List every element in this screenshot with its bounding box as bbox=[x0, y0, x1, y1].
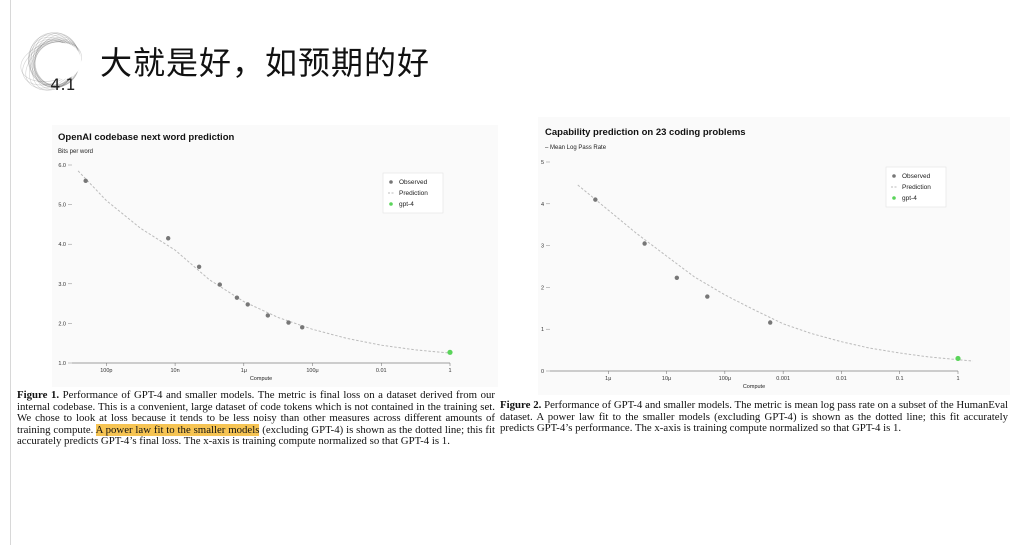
swirl-ornament-icon bbox=[20, 32, 82, 91]
section-badge: 4.1 bbox=[18, 24, 88, 96]
x-tick-label: 0.001 bbox=[776, 376, 790, 382]
legend-gpt4-marker bbox=[892, 196, 896, 200]
chart-2-plot: 0 1 2 3 4 5 1μ 10μ 100μ 0.001 0.01 0.1 1 Compute Obser… bbox=[541, 160, 973, 390]
y-tick-label: 0 bbox=[541, 369, 544, 375]
prediction-line bbox=[77, 170, 451, 354]
observed-point bbox=[768, 320, 773, 325]
y-tick-label: 4 bbox=[541, 202, 544, 208]
legend-gpt4-label: gpt-4 bbox=[902, 195, 917, 202]
x-tick-label: 1μ bbox=[605, 376, 611, 382]
y-tick-label: 5.0 bbox=[58, 203, 66, 209]
figure-2-label: Figure 2. bbox=[500, 399, 542, 411]
chart-1-panel bbox=[52, 125, 498, 387]
figure-1-label: Figure 1. bbox=[17, 389, 60, 401]
observed-point bbox=[286, 320, 291, 325]
y-tick-label: 1 bbox=[541, 327, 544, 333]
y-tick-label: 1.0 bbox=[58, 361, 66, 367]
y-tick-label: 6.0 bbox=[58, 163, 66, 169]
figure-1-caption: Figure 1. Performance of GPT-4 and small… bbox=[17, 389, 496, 448]
x-tick-label: 100μ bbox=[719, 376, 731, 382]
section-number: 4.1 bbox=[50, 75, 76, 94]
figure-2-caption: Figure 2. Performance of GPT-4 and small… bbox=[500, 399, 1009, 435]
legend-prediction-label: Prediction bbox=[399, 190, 428, 197]
x-tick-label: 1 bbox=[956, 376, 959, 382]
observed-point bbox=[217, 282, 222, 287]
chart-1-plot: 1.0 2.0 3.0 4.0 5.0 6.0 100p 10n 1μ 100μ 0.01 1 Comp… bbox=[58, 163, 453, 382]
y-tick-label: 2 bbox=[541, 285, 544, 291]
figure-2-text: Performance of GPT-4 and smaller models.… bbox=[500, 399, 1009, 435]
x-tick-label: 100p bbox=[100, 368, 112, 374]
legend-observed-label: Observed bbox=[399, 179, 428, 186]
swirl-line bbox=[22, 41, 81, 86]
gpt4-point bbox=[955, 355, 961, 362]
chart-2-panel bbox=[538, 117, 1010, 395]
chart-2-title: Capability prediction on 23 coding probl… bbox=[545, 127, 746, 138]
figure-1-highlight: A power law fit to the smaller models bbox=[95, 423, 260, 436]
x-tick-label: 1μ bbox=[241, 368, 247, 374]
y-tick-label: 2.0 bbox=[58, 321, 66, 327]
swirl-line bbox=[25, 40, 80, 89]
x-tick-label: 1 bbox=[448, 368, 451, 374]
figure-1-text-b: (excluding GPT-4) is shown as the dotted… bbox=[17, 423, 495, 448]
prediction-line bbox=[577, 184, 973, 362]
y-tick-label: 5 bbox=[541, 160, 544, 166]
chart-2-ylabel: – Mean Log Pass Rate bbox=[545, 145, 607, 151]
observed-point bbox=[705, 294, 710, 299]
y-tick-label: 3 bbox=[541, 244, 544, 250]
chart-1-title: OpenAI codebase next word prediction bbox=[58, 132, 235, 143]
chart-1-ylabel: Bits per word bbox=[58, 149, 94, 155]
x-tick-label: 10μ bbox=[662, 376, 671, 382]
x-tick-label: 0.1 bbox=[896, 376, 904, 382]
observed-point bbox=[165, 236, 171, 241]
x-tick-label: 0.01 bbox=[376, 368, 387, 374]
y-tick-label: 3.0 bbox=[58, 282, 66, 288]
observed-point bbox=[593, 197, 598, 202]
legend-observed-marker bbox=[389, 180, 393, 184]
y-tick-label: 4.0 bbox=[58, 242, 66, 248]
x-axis-label: Compute bbox=[743, 384, 765, 390]
observed-point bbox=[234, 295, 240, 300]
legend-observed-marker bbox=[892, 174, 896, 178]
swirl-line bbox=[20, 41, 82, 82]
legend-gpt4-marker bbox=[389, 202, 393, 206]
observed-point bbox=[245, 302, 250, 307]
observed-point bbox=[196, 264, 202, 269]
legend-gpt4-label: gpt-4 bbox=[399, 201, 414, 208]
x-tick-label: 10n bbox=[170, 368, 179, 374]
slide-title: 大就是好，如预期的好 bbox=[100, 44, 431, 82]
observed-point bbox=[300, 325, 305, 330]
observed-point bbox=[674, 275, 680, 280]
x-axis-label: Compute bbox=[250, 376, 272, 382]
observed-point bbox=[265, 313, 271, 318]
figure-1-text-a: Performance of GPT-4 and smaller models.… bbox=[17, 389, 496, 436]
observed-point bbox=[642, 241, 647, 246]
slide-frame bbox=[10, 0, 1029, 545]
x-tick-label: 0.01 bbox=[836, 376, 847, 382]
gpt4-point bbox=[447, 349, 453, 355]
badge-disc bbox=[45, 43, 81, 79]
legend-prediction-label: Prediction bbox=[902, 184, 931, 191]
legend-observed-label: Observed bbox=[902, 173, 931, 180]
x-tick-label: 100μ bbox=[306, 368, 318, 374]
observed-point bbox=[83, 178, 88, 184]
swirl-line bbox=[31, 40, 79, 88]
